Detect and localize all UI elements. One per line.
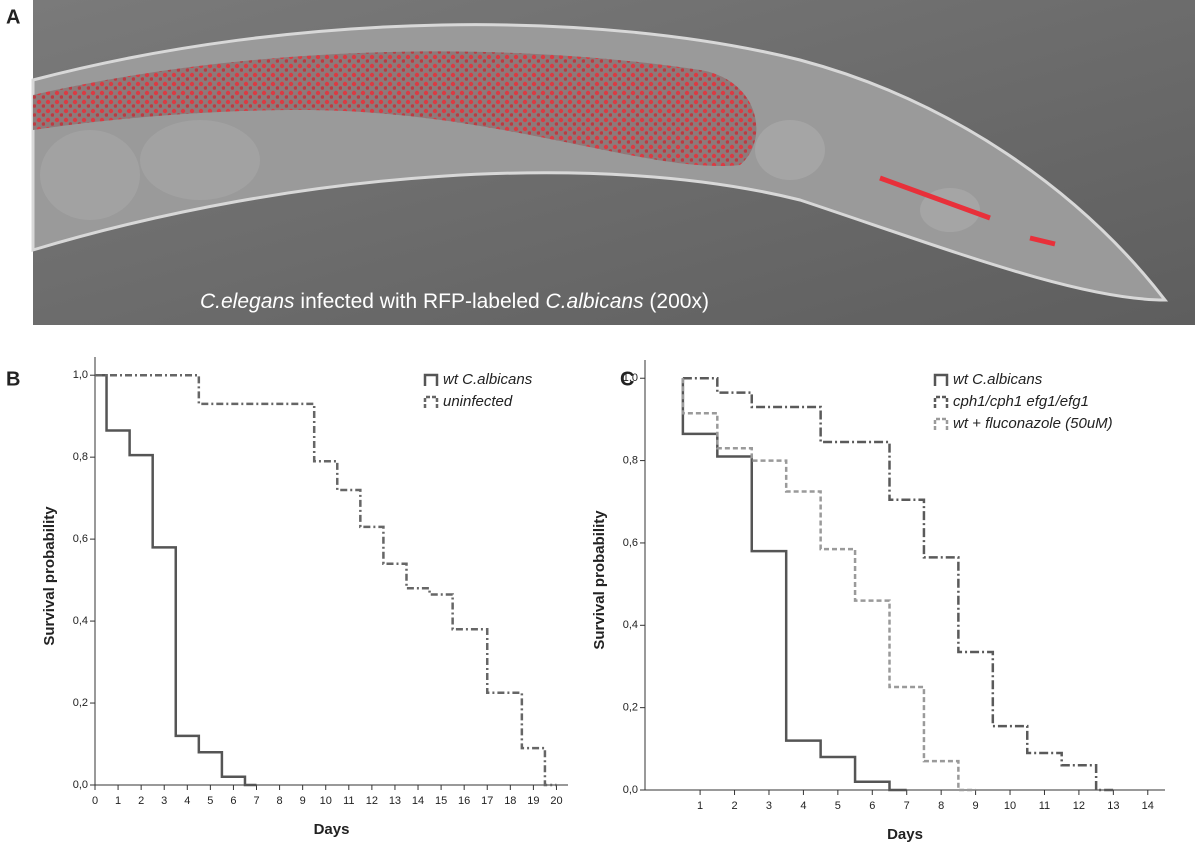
legend-label: wt C.albicans <box>953 371 1043 388</box>
y-tick-label: 0,8 <box>623 454 638 466</box>
y-axis-title: Survival probability <box>591 510 608 650</box>
x-tick-label: 6 <box>869 800 875 812</box>
x-tick-label: 17 <box>481 795 493 807</box>
y-axis-title: Survival probability <box>41 506 58 646</box>
rfp-signal <box>33 51 757 167</box>
x-tick-label: 3 <box>161 795 167 807</box>
x-tick-label: 8 <box>938 800 944 812</box>
caption: C.elegans infected with RFP-labeled C.al… <box>200 290 709 313</box>
x-tick-label: 2 <box>731 800 737 812</box>
x-tick-label: 7 <box>904 800 910 812</box>
x-tick-label: 20 <box>550 795 562 807</box>
survival-curve <box>95 373 257 787</box>
x-tick-label: 12 <box>366 795 378 807</box>
legend-label: uninfected <box>443 393 513 410</box>
y-tick-label: 0,0 <box>73 779 88 791</box>
embryo <box>140 120 260 200</box>
panel-label: A <box>6 6 20 28</box>
legend-swatch <box>933 417 949 430</box>
x-tick-label: 5 <box>207 795 213 807</box>
x-axis-title: Days <box>314 821 350 838</box>
x-tick-label: 0 <box>92 795 98 807</box>
panel-label: C <box>620 368 634 390</box>
legend-swatch <box>423 395 439 408</box>
y-tick-label: 0,0 <box>623 784 638 796</box>
x-tick-label: 14 <box>412 795 424 807</box>
x-tick-label: 4 <box>184 795 190 807</box>
x-tick-label: 3 <box>766 800 772 812</box>
rfp-signal <box>879 175 1056 247</box>
x-tick-label: 1 <box>697 800 703 812</box>
x-tick-label: 8 <box>277 795 283 807</box>
y-tick-label: 0,8 <box>73 451 88 463</box>
survival-curve <box>682 376 1114 792</box>
y-tick-label: 0,6 <box>73 533 88 545</box>
survival-curve <box>95 373 557 787</box>
x-tick-label: 2 <box>138 795 144 807</box>
x-tick-label: 1 <box>115 795 121 807</box>
x-tick-label: 13 <box>389 795 401 807</box>
caption-part: C.albicans <box>546 290 645 313</box>
x-tick-label: 11 <box>343 795 354 807</box>
x-axis-title: Days <box>887 826 923 843</box>
caption-part: infected with RFP-labeled <box>295 290 546 313</box>
legend-swatch <box>933 395 949 408</box>
x-tick-label: 9 <box>300 795 306 807</box>
micrograph: C.elegans infected with RFP-labeled C.al… <box>31 0 1195 325</box>
x-tick-label: 4 <box>800 800 806 812</box>
legend-label: wt + fluconazole (50uM) <box>953 415 1113 432</box>
legend-label: wt C.albicans <box>443 371 533 388</box>
caption-part: C.elegans <box>200 290 295 313</box>
y-tick-label: 0,4 <box>73 615 88 627</box>
x-tick-label: 15 <box>435 795 447 807</box>
survival-curve <box>681 378 976 792</box>
x-tick-label: 14 <box>1142 800 1154 812</box>
x-tick-label: 10 <box>320 795 332 807</box>
x-tick-label: 9 <box>973 800 979 812</box>
caption-part: (200x) <box>644 290 709 313</box>
y-tick-label: 0,2 <box>623 702 638 714</box>
x-tick-label: 6 <box>230 795 236 807</box>
x-tick-label: 19 <box>527 795 539 807</box>
x-tick-label: 12 <box>1073 800 1085 812</box>
y-tick-label: 1,0 <box>623 372 638 384</box>
x-tick-label: 13 <box>1107 800 1119 812</box>
panel-label: B <box>6 368 20 390</box>
y-tick-label: 1,0 <box>73 369 88 381</box>
embryo <box>40 130 140 220</box>
y-tick-label: 0,6 <box>623 537 638 549</box>
legend-label: cph1/cph1 efg1/efg1 <box>953 393 1089 410</box>
legend-swatch <box>423 373 439 386</box>
pharynx-bulb <box>755 120 825 180</box>
legend-swatch <box>933 373 949 386</box>
y-tick-label: 0,2 <box>73 697 88 709</box>
x-tick-label: 11 <box>1039 800 1050 812</box>
x-tick-label: 18 <box>504 795 516 807</box>
x-tick-label: 10 <box>1004 800 1016 812</box>
x-tick-label: 16 <box>458 795 470 807</box>
x-tick-label: 7 <box>253 795 259 807</box>
y-tick-label: 0,4 <box>623 619 638 631</box>
x-tick-label: 5 <box>835 800 841 812</box>
